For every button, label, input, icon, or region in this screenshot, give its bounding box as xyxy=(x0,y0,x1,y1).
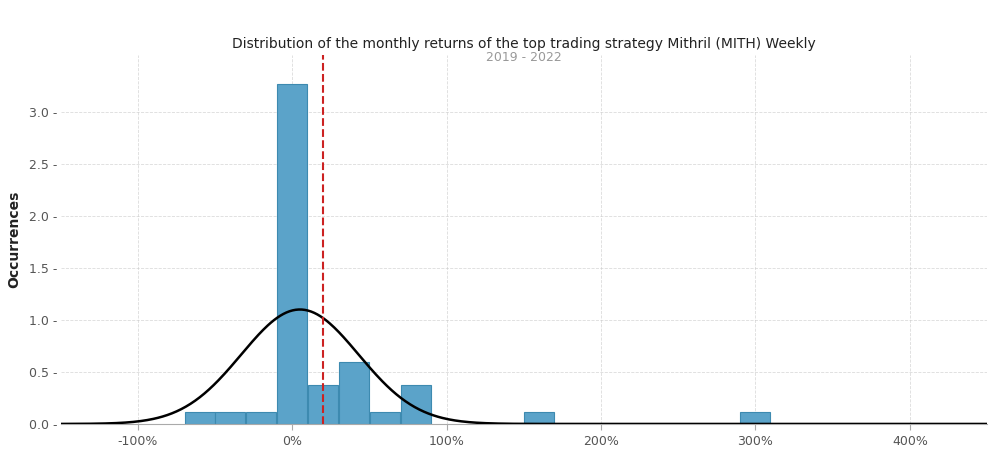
Bar xyxy=(339,362,369,424)
Bar xyxy=(741,413,770,424)
Bar xyxy=(185,413,215,424)
Bar xyxy=(308,385,338,424)
Y-axis label: Occurrences: Occurrences xyxy=(7,191,21,288)
Bar xyxy=(216,413,246,424)
Text: Distribution of the monthly returns of the top trading strategy Mithril (MITH) W: Distribution of the monthly returns of t… xyxy=(232,37,816,51)
Bar xyxy=(524,413,555,424)
Bar xyxy=(370,413,400,424)
Bar xyxy=(277,84,307,424)
Bar xyxy=(247,413,276,424)
Text: 2019 - 2022: 2019 - 2022 xyxy=(486,51,562,64)
Bar xyxy=(401,385,430,424)
